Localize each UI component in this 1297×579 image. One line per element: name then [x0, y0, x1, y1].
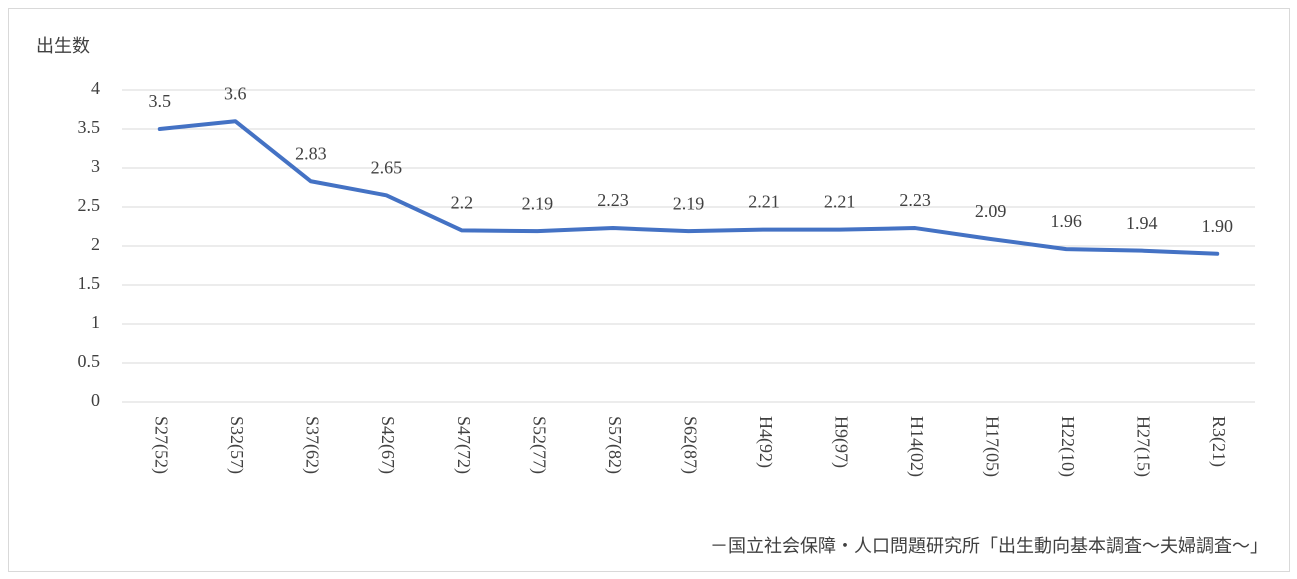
- data-label: 2.2: [451, 193, 474, 213]
- y-tick-label: 0.5: [78, 351, 101, 371]
- data-label: 1.96: [1050, 211, 1082, 231]
- x-tick-label: S37(62): [302, 416, 323, 474]
- x-tick-label: H22(10): [1057, 416, 1078, 477]
- y-tick-label: 1.5: [78, 273, 101, 293]
- data-label: 1.94: [1126, 213, 1158, 233]
- source-note: －国立社会保障・人口問題研究所「出生動向基本調査～夫婦調査～」: [710, 536, 1268, 556]
- y-tick-label: 2.5: [78, 195, 101, 215]
- y-tick-label: 3: [91, 156, 100, 176]
- x-tick-label: R3(21): [1208, 416, 1229, 467]
- data-label: 2.83: [295, 143, 327, 163]
- y-tick-label: 1: [91, 312, 100, 332]
- data-label: 2.09: [975, 201, 1007, 221]
- data-label: 2.19: [673, 193, 705, 213]
- data-label: 3.6: [224, 83, 247, 103]
- x-tick-label: H17(05): [982, 416, 1003, 477]
- data-label: 2.65: [371, 157, 403, 177]
- y-tick-label: 2: [91, 234, 100, 254]
- data-label: 3.5: [149, 91, 172, 111]
- x-tick-label: S57(82): [604, 416, 625, 474]
- y-tick-label: 0: [91, 390, 100, 410]
- x-tick-label: S52(77): [528, 416, 549, 474]
- data-label: 2.23: [899, 190, 931, 210]
- data-label: 2.23: [597, 190, 629, 210]
- data-label: 2.21: [748, 192, 780, 212]
- x-tick-label: S32(57): [226, 416, 247, 474]
- x-tick-label: H14(02): [906, 416, 927, 477]
- data-line: [157, 119, 1220, 256]
- chart-border: [8, 8, 1290, 572]
- y-tick-label: 4: [91, 78, 100, 98]
- x-tick-label: S62(87): [679, 416, 700, 474]
- x-tick-label: H27(15): [1133, 416, 1154, 477]
- x-tick-label: S47(72): [453, 416, 474, 474]
- x-tick-label: H4(92): [755, 416, 776, 468]
- x-tick-label: S27(52): [151, 416, 172, 474]
- data-label: 1.90: [1201, 216, 1233, 236]
- x-tick-label: H9(97): [830, 416, 851, 468]
- data-label: 2.21: [824, 192, 856, 212]
- y-axis-label: 出生数: [36, 36, 90, 56]
- data-label: 2.19: [522, 193, 554, 213]
- x-tick-label: S42(67): [377, 416, 398, 474]
- y-tick-label: 3.5: [78, 117, 101, 137]
